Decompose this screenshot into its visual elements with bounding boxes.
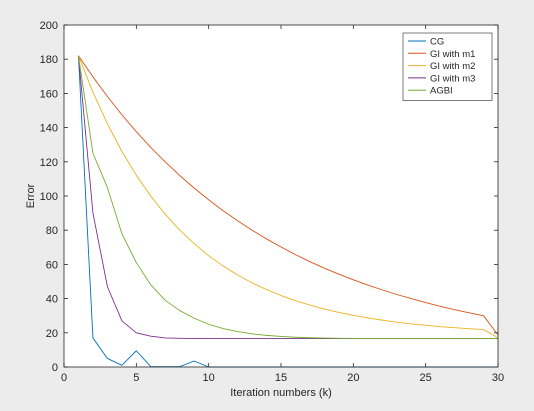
y-tick-label: 60: [46, 259, 58, 271]
y-axis-label: Error: [25, 183, 37, 208]
y-tick-label: 120: [40, 157, 58, 169]
y-tick-label: 160: [40, 88, 58, 100]
y-tick-label: 0: [52, 362, 58, 374]
x-axis-label: Iteration numbers (k): [230, 387, 331, 399]
legend-label: AGBI: [430, 86, 453, 97]
y-tick-label: 20: [46, 328, 58, 340]
series-line-2: [78, 55, 499, 336]
x-tick-label: 15: [275, 372, 287, 384]
legend-label: CG: [430, 37, 444, 48]
y-tick-label: 100: [40, 191, 58, 203]
x-tick-label: 30: [492, 372, 504, 384]
legend-label: GI with m1: [430, 49, 475, 60]
x-tick-label: 25: [420, 372, 432, 384]
y-tick-label: 200: [40, 20, 58, 32]
tick-layer: 0 5 10 15 20 25 30 0 20 40 60 80 100 120 140 160 180 200: [40, 20, 504, 384]
x-tick-label: 5: [133, 372, 139, 384]
y-tick-label: 40: [46, 294, 58, 306]
legend-box: [402, 32, 493, 101]
y-tick-label: 180: [40, 54, 58, 66]
series-line-3: [78, 55, 499, 339]
x-tick-label: 10: [203, 372, 215, 384]
legend-label: GI with m3: [430, 73, 475, 84]
legend-label: GI with m2: [430, 61, 475, 72]
series-line-5: [78, 55, 498, 340]
x-tick-label: 0: [61, 372, 67, 384]
y-tick-label: 140: [40, 123, 58, 135]
y-tick-label: 80: [46, 225, 58, 237]
x-tick-label: 20: [347, 372, 359, 384]
